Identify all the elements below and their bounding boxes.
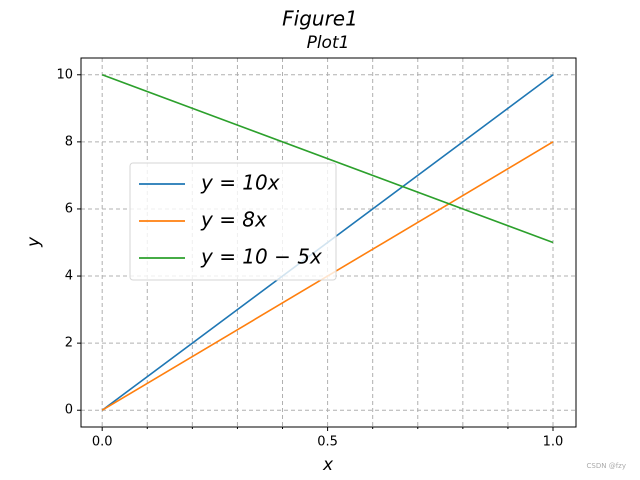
plot-frame [80, 57, 577, 428]
y-tick-label: 0 [65, 403, 73, 418]
y-tick-label: 6 [65, 201, 73, 216]
legend-label: y = 8x [200, 208, 267, 232]
x-axis-label: x [322, 455, 334, 475]
y-tick-label: 10 [56, 67, 73, 82]
watermark: CSDN @fzy [587, 462, 626, 470]
x-tick-label: 0.0 [92, 435, 113, 450]
y-tick-label: 2 [65, 336, 73, 351]
y-tick-label: 4 [65, 269, 73, 284]
x-tick-label: 0.5 [317, 435, 338, 450]
y-axis-label: y [24, 236, 44, 248]
y-tick-label: 8 [65, 134, 73, 149]
legend-label: y = 10x [200, 171, 280, 195]
legend-box [129, 162, 337, 281]
x-tick-label: 1.0 [543, 435, 564, 450]
chart-title: Plot1 [307, 33, 350, 53]
legend-label: y = 10 − 5x [200, 245, 322, 269]
suptitle: Figure1 [282, 7, 358, 31]
line-series [101, 74, 554, 244]
